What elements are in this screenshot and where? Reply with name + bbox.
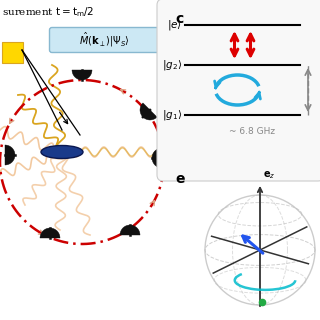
Text: $|e\rangle$: $|e\rangle$ [167,18,182,32]
Wedge shape [5,145,15,165]
Text: $|g_1\rangle$: $|g_1\rangle$ [162,108,182,122]
Ellipse shape [41,146,83,158]
Text: $\mathbf{e}_z$: $\mathbf{e}_z$ [263,169,276,181]
FancyBboxPatch shape [157,0,320,181]
FancyBboxPatch shape [2,42,22,62]
Wedge shape [120,225,140,235]
Text: surement $\mathrm{t} = \mathrm{t_m}/2$: surement $\mathrm{t} = \mathrm{t_m}/2$ [2,5,94,19]
Wedge shape [40,228,60,238]
Wedge shape [152,148,162,168]
FancyBboxPatch shape [50,28,159,52]
Text: $|g_2\rangle$: $|g_2\rangle$ [162,58,182,72]
Wedge shape [140,103,157,120]
Text: $\hat{M}(\mathbf{k}_{\perp})|\Psi_S\rangle$: $\hat{M}(\mathbf{k}_{\perp})|\Psi_S\rang… [78,31,130,49]
Text: e: e [175,172,185,186]
Text: ~ 6.8 GHz: ~ 6.8 GHz [229,127,276,136]
Wedge shape [72,70,92,80]
Text: c: c [175,12,183,26]
